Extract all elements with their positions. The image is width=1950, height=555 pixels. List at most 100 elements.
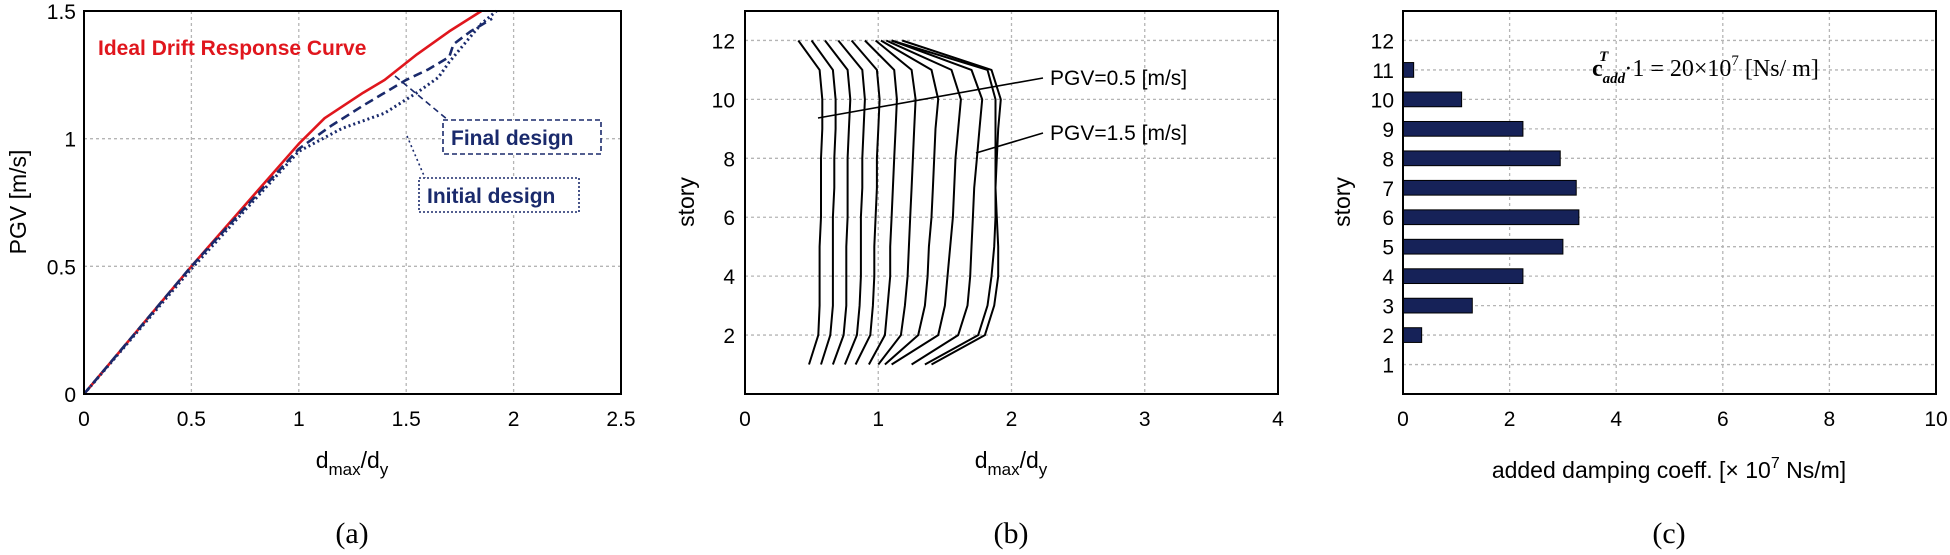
pgv15-leader — [975, 132, 1044, 154]
initial-design-leader — [406, 135, 426, 179]
panel-c-ytick: 12 — [1371, 30, 1394, 53]
panel-c-ytick: 11 — [1372, 60, 1394, 83]
panel-c-ytick: 8 — [1382, 148, 1394, 171]
panel-a-xtick: 1 — [293, 408, 305, 431]
panel-a-ticks: 0 0.5 1 1.5 2 2.5 0 0.5 1 1.5 — [47, 1, 636, 431]
initial-design-label: Initial design — [427, 185, 555, 208]
panel-c-xtick: 8 — [1824, 408, 1836, 431]
panel-c-bar-story-5 — [1402, 238, 1564, 255]
panel-c-bar-story-10 — [1402, 91, 1463, 108]
panel-c-bars — [1402, 62, 1580, 343]
panel-a-ylabel: PGV [m/s] — [5, 150, 31, 255]
panel-c-grid — [1403, 11, 1936, 394]
panel-b-series — [797, 39, 1002, 366]
initial-design-box — [418, 177, 580, 213]
panel-b-story-drift-line — [824, 39, 852, 365]
panel-b-ytick: 2 — [723, 325, 735, 348]
panel-c-ytick: 4 — [1382, 266, 1394, 289]
panel-a-series-line — [82, 9, 498, 395]
panel-b-ytick: 10 — [712, 89, 735, 112]
panel-a-xtick: 2.5 — [606, 408, 635, 431]
panel-b-grid — [745, 11, 1278, 394]
panel-b-ytick: 12 — [712, 30, 735, 53]
panel-a-grid — [84, 11, 621, 394]
panel-c-label: (c) — [1652, 517, 1685, 550]
panel-a-frame — [83, 10, 622, 395]
panel-c-bar-story-6 — [1402, 209, 1580, 226]
panel-b-story-drift-line — [891, 39, 984, 366]
final-design-box — [442, 119, 602, 155]
panel-c-xtick: 6 — [1717, 408, 1729, 431]
panel-a-xtick: 2 — [508, 408, 520, 431]
panel-c-bar-story-8 — [1402, 150, 1561, 167]
panel-c-bar-story-7 — [1402, 179, 1577, 196]
pgv05-leader — [817, 77, 1044, 119]
panel-b-xtick: 0 — [739, 408, 751, 431]
panel-a-series — [82, 9, 498, 395]
panel-a-label: (a) — [335, 517, 368, 550]
panel-c-xtick: 10 — [1924, 408, 1947, 431]
panel-b-ytick: 6 — [723, 207, 735, 230]
panel-b-ylabel: story — [673, 177, 699, 227]
final-design-leader — [394, 75, 449, 121]
panel-b-xtick: 4 — [1272, 408, 1284, 431]
ideal-curve-label: Ideal Drift Response Curve — [98, 37, 366, 60]
panel-c-bar-story-11 — [1402, 62, 1415, 78]
final-design-label: Final design — [451, 127, 574, 150]
panel-a-series-line — [83, 9, 483, 395]
panel-c-ytick: 7 — [1382, 178, 1394, 201]
panel-a-xtick: 0 — [78, 408, 90, 431]
panel-b-story-drift-line — [837, 39, 866, 365]
panel-b-ytick: 4 — [723, 266, 735, 289]
panel-c-bar-story-9 — [1402, 120, 1524, 137]
panel-c-xtick: 4 — [1610, 408, 1622, 431]
panel-a-ytick: 0 — [64, 384, 76, 407]
panel-b-story-drift-line — [810, 39, 837, 365]
panel-b-xtick: 2 — [1006, 408, 1018, 431]
panel-c-ytick: 5 — [1382, 237, 1394, 260]
panel-c-bar-story-3 — [1402, 297, 1473, 314]
panel-c-bar-story-4 — [1402, 268, 1524, 285]
damping-sum-annotation: caddT ·1 = 20×107 [Ns/ m] — [1592, 49, 1819, 87]
panel-b-ytick: 8 — [723, 148, 735, 171]
panel-b-story-drift-line — [797, 39, 824, 365]
panel-c-xtick: 0 — [1397, 408, 1409, 431]
panel-c-ytick: 10 — [1371, 89, 1394, 112]
panel-c-bar-story-2 — [1402, 327, 1423, 343]
panel-b-story-drift-line — [864, 39, 898, 365]
panel-b-xtick: 1 — [872, 408, 884, 431]
panel-a-ytick: 1.5 — [47, 1, 76, 24]
panel-c-ylabel: story — [1329, 177, 1355, 227]
pgv15-label: PGV=1.5 [m/s] — [1050, 122, 1187, 145]
panel-b-story-drift-line — [901, 39, 1002, 366]
panel-b-story-drift-line — [891, 39, 1000, 366]
panel-a-series-line — [83, 17, 493, 395]
panel-a-xlabel: dmax/dy — [316, 447, 389, 479]
panel-a-xtick: 0.5 — [177, 408, 206, 431]
panel-c-ytick: 3 — [1382, 296, 1394, 319]
panel-c-ytick: 2 — [1382, 325, 1394, 348]
panel-a: 0 0.5 1 1.5 2 2.5 0 0.5 1 1.5 Ideal Drift Respons… — [5, 1, 636, 550]
panel-b-story-drift-line — [885, 39, 962, 366]
panel-a-ytick: 0.5 — [47, 256, 76, 279]
panel-c-ytick: 9 — [1382, 119, 1394, 142]
pgv05-label: PGV=0.5 [m/s] — [1050, 67, 1187, 90]
panel-b-story-drift-line — [850, 39, 881, 365]
panel-b-frame — [744, 10, 1279, 395]
panel-c-ytick: 1 — [1382, 355, 1394, 378]
panel-a-xtick: 1.5 — [392, 408, 421, 431]
panel-a-ytick: 1 — [64, 129, 76, 152]
panel-b-xlabel: dmax/dy — [975, 447, 1048, 479]
panel-b-xtick: 3 — [1139, 408, 1151, 431]
panel-c-frame — [1402, 10, 1937, 395]
panel-c-ytick: 6 — [1382, 207, 1394, 230]
panel-c-xlabel: added damping coeff. [× 107 Ns/m] — [1492, 455, 1846, 483]
panel-c-xtick: 2 — [1504, 408, 1516, 431]
panel-b-story-drift-line — [880, 39, 940, 366]
panel-b-story-drift-line — [874, 39, 917, 366]
